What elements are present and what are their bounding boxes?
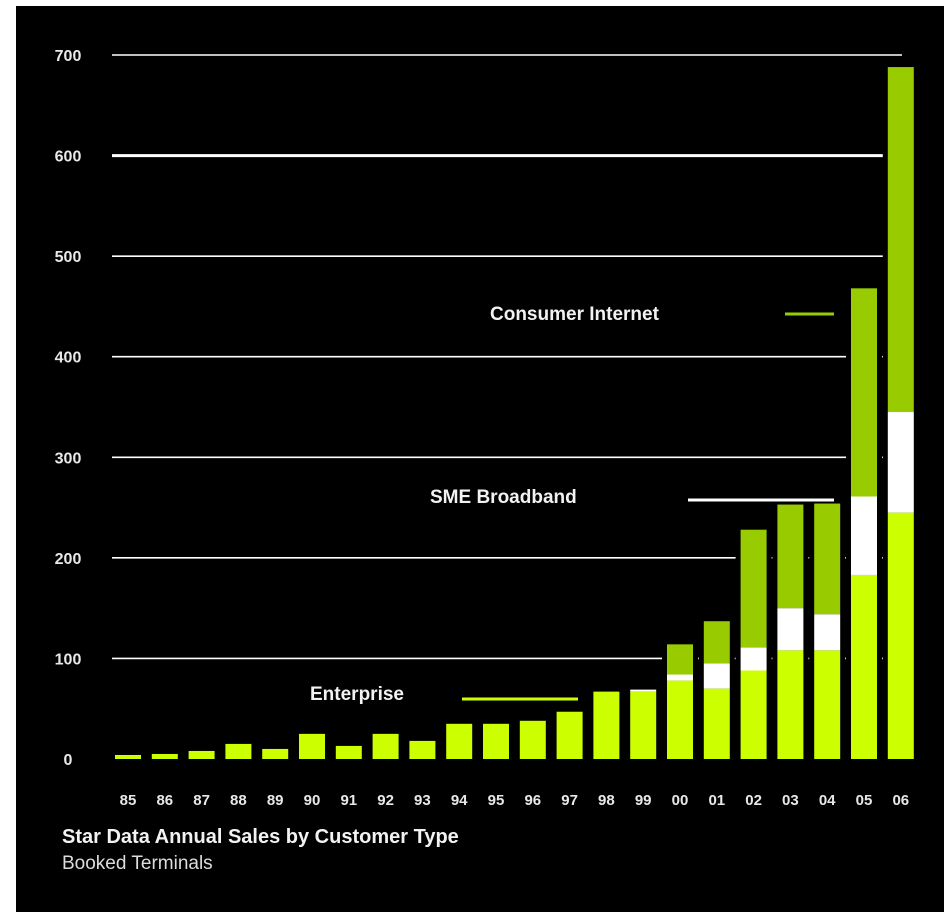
y-tick-label: 200	[55, 551, 82, 568]
bar-enterprise-99	[630, 691, 657, 759]
bar-enterprise-02	[740, 670, 767, 759]
y-axis-ticks: 0 100 200 300 400 500 600 700	[55, 48, 82, 769]
x-tick-label: 00	[672, 792, 689, 809]
bar-enterprise-89	[262, 748, 289, 759]
bar-enterprise-03	[777, 650, 804, 759]
y-tick-label: 100	[55, 651, 82, 668]
annotations: Consumer Internet SME Broadband Enterprise	[310, 304, 834, 705]
y-tick-label: 0	[64, 752, 73, 769]
chart-title: Star Data Annual Sales by Customer Type	[62, 826, 459, 848]
bar-enterprise-01	[703, 688, 730, 759]
bar-enterprise-05	[851, 574, 877, 759]
x-tick-label: 89	[267, 792, 284, 809]
bar-consumer_internet-01	[703, 621, 730, 664]
chart-subtitle: Booked Terminals	[62, 853, 213, 874]
annotation-enterprise: Enterprise	[310, 684, 404, 705]
x-tick-label: 92	[377, 792, 394, 809]
x-tick-label: 04	[819, 792, 836, 809]
bar-enterprise-06	[887, 512, 914, 759]
x-tick-label: 96	[524, 792, 541, 809]
annotation-consumer-internet: Consumer Internet	[490, 304, 660, 325]
bar-enterprise-93	[409, 740, 436, 759]
x-tick-label: 88	[230, 792, 247, 809]
gridlines	[112, 54, 902, 660]
bar-enterprise-04	[814, 650, 841, 759]
x-tick-label: 85	[120, 792, 137, 809]
y-tick-label: 500	[55, 249, 82, 266]
y-tick-label: 600	[55, 149, 82, 166]
bar-sme_broadband-01	[703, 663, 730, 689]
bar-enterprise-92	[372, 733, 399, 759]
bar-sme_broadband-05	[851, 496, 877, 575]
bar-enterprise-85	[115, 754, 141, 759]
x-tick-label: 06	[892, 792, 909, 809]
bar-enterprise-87	[188, 750, 215, 759]
x-tick-label: 97	[561, 792, 578, 809]
annotation-sme-broadband: SME Broadband	[430, 487, 577, 508]
x-tick-label: 87	[193, 792, 210, 809]
bar-sme_broadband-04	[814, 614, 841, 651]
bar-sme_broadband-06	[887, 412, 914, 513]
bar-consumer_internet-04	[814, 503, 841, 615]
bar-sme_broadband-02	[740, 647, 767, 671]
bar-sme_broadband-00	[667, 674, 693, 681]
x-tick-label: 90	[304, 792, 321, 809]
bar-enterprise-96	[519, 720, 546, 759]
x-tick-label: 93	[414, 792, 431, 809]
x-tick-label: 86	[156, 792, 173, 809]
bar-enterprise-00	[667, 680, 693, 759]
bar-sme_broadband-03	[777, 608, 804, 651]
bar-enterprise-95	[483, 723, 509, 759]
x-tick-label: 91	[340, 792, 357, 809]
bar-enterprise-97	[556, 711, 583, 759]
bar-consumer_internet-05	[851, 288, 877, 497]
bar-consumer_internet-03	[777, 504, 804, 609]
x-tick-label: 01	[708, 792, 725, 809]
x-axis-ticks: 85 86 87 88 89 90 91 92 93 94 95 96 97 98 99 00 01 02 03 04…	[120, 792, 909, 809]
bar-enterprise-94	[446, 723, 473, 759]
bar-enterprise-86	[151, 753, 178, 759]
bar-sme_broadband-99	[630, 689, 657, 692]
y-tick-label: 400	[55, 350, 82, 367]
bar-enterprise-91	[335, 745, 362, 759]
y-tick-label: 700	[55, 48, 82, 65]
x-tick-label: 94	[451, 792, 468, 809]
x-tick-label: 98	[598, 792, 615, 809]
x-tick-label: 03	[782, 792, 799, 809]
x-tick-label: 02	[745, 792, 762, 809]
x-tick-label: 05	[856, 792, 873, 809]
bar-consumer_internet-02	[740, 529, 767, 648]
x-tick-label: 99	[635, 792, 652, 809]
y-tick-label: 300	[55, 450, 82, 467]
x-tick-label: 95	[488, 792, 505, 809]
bar-consumer_internet-06	[887, 67, 914, 413]
bar-enterprise-88	[225, 743, 252, 759]
bar-enterprise-90	[299, 733, 325, 759]
bars	[110, 65, 919, 759]
bar-consumer_internet-00	[667, 644, 693, 675]
bar-enterprise-98	[593, 691, 620, 759]
